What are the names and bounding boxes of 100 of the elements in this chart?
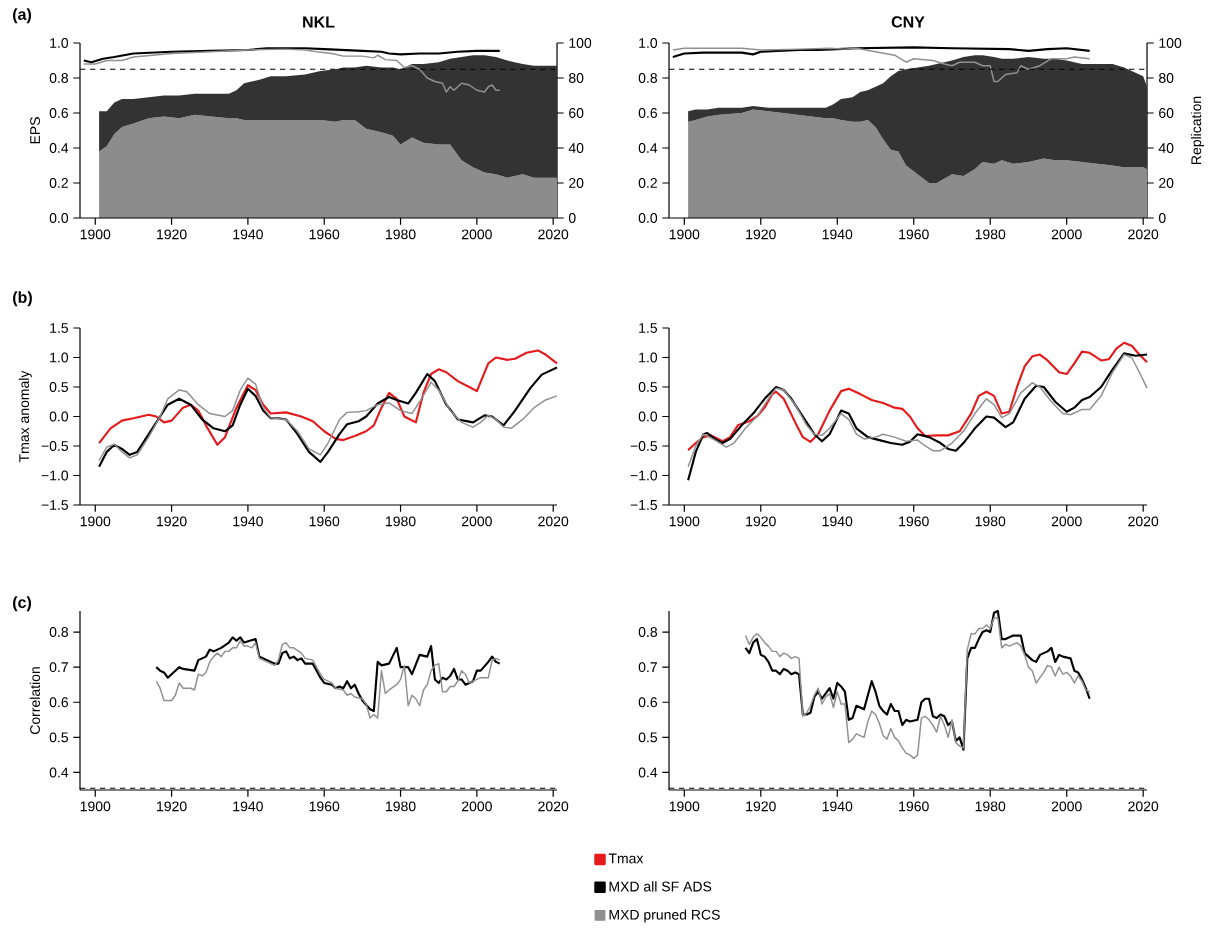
y-tick-label: 0.4: [638, 767, 658, 778]
legend-label: Tmax: [608, 853, 644, 864]
y-tick-label: −1.5: [41, 500, 69, 510]
line-series: [98, 349, 559, 446]
y-tick-label: 0.4: [49, 767, 69, 778]
y-tick-label: 0.0: [638, 213, 658, 223]
x-tick-label: 1960: [899, 229, 929, 240]
line-series: [672, 47, 1091, 83]
x-tick-label: 1960: [899, 801, 929, 812]
y-tick-label: 0.0: [49, 411, 69, 422]
y2-tick-label: 20: [1159, 178, 1174, 188]
y-tick-label: −1.0: [41, 470, 69, 481]
x-tick-label: 1940: [822, 801, 853, 812]
legend-label: MXD all SF ADS: [609, 881, 712, 892]
y-tick-label: 1.0: [50, 38, 69, 48]
x-tick-label: 1960: [899, 516, 929, 527]
y-tick-label: 0.5: [49, 732, 69, 743]
x-tick-label: 1980: [975, 516, 1006, 527]
x-tick-label: 1940: [822, 229, 853, 240]
line-series: [671, 46, 1091, 59]
x-tick-label: 1900: [80, 516, 111, 527]
y-tick-label: 1.0: [639, 352, 658, 363]
x-tick-label: 1900: [80, 229, 111, 240]
x-tick-label: 1900: [80, 801, 111, 812]
chart-title: NKL: [303, 16, 335, 28]
y-tick-label: −0.5: [630, 441, 658, 451]
y-tick-label: 0.2: [638, 178, 657, 188]
y2-tick-label: 60: [569, 108, 584, 118]
y2-tick-label: 0: [1158, 213, 1166, 223]
x-tick-label: 2000: [1051, 801, 1082, 812]
y2-tick-label: 20: [569, 178, 584, 188]
y-axis-title: EPS: [30, 117, 41, 144]
y-tick-label: 0.6: [638, 108, 658, 118]
x-tick-label: 2020: [538, 801, 569, 812]
x-tick-label: 1980: [386, 516, 416, 527]
y-axis-title: Tmax anomaly: [18, 370, 32, 463]
y-tick-label: −1.5: [630, 500, 658, 510]
y-tick-label: 0.7: [638, 662, 657, 673]
y2-tick-label: 40: [568, 143, 584, 153]
x-tick-label: 2020: [1128, 516, 1159, 527]
x-tick-label: 1960: [309, 229, 340, 240]
y2-tick-label: 60: [1159, 108, 1174, 118]
x-tick-label: 1920: [157, 801, 187, 812]
y2-tick-label: 100: [1159, 38, 1182, 48]
y-tick-label: 0.8: [638, 73, 658, 83]
x-tick-label: 1900: [669, 801, 700, 812]
y-tick-label: 1.0: [639, 38, 658, 48]
y-tick-label: 0.8: [49, 73, 69, 83]
y-tick-label: 0.6: [49, 108, 69, 118]
y2-axis-title: Replication: [1190, 96, 1204, 164]
y2-tick-label: 0: [568, 213, 576, 223]
x-tick-label: 1940: [233, 229, 263, 240]
x-tick-label: 1900: [669, 516, 700, 527]
y-tick-label: 0.6: [638, 697, 658, 708]
y-tick-label: 0.4: [638, 143, 658, 153]
y-tick-label: −1.0: [630, 470, 658, 481]
x-tick-label: 1940: [233, 516, 263, 527]
x-tick-label: 2020: [538, 229, 569, 240]
y-axis-title: Correlation: [29, 667, 41, 735]
y2-tick-label: 100: [569, 38, 592, 48]
y-tick-label: 0.7: [49, 662, 68, 673]
x-tick-label: 1980: [386, 801, 416, 812]
y-tick-label: 0.5: [638, 732, 658, 743]
x-tick-label: 2020: [1128, 801, 1159, 812]
text: (b): [13, 291, 32, 307]
y-tick-label: 0.6: [49, 697, 69, 708]
x-tick-label: 2000: [1051, 229, 1082, 240]
x-tick-label: 2000: [1051, 516, 1082, 527]
x-tick-label: 2000: [462, 516, 492, 527]
line-series: [98, 366, 559, 468]
y-tick-label: 1.5: [50, 323, 69, 333]
chart-title: CNY: [891, 16, 925, 28]
x-tick-label: 1960: [309, 801, 340, 812]
x-tick-label: 1940: [822, 516, 853, 527]
y-tick-label: 0.8: [49, 627, 69, 638]
legend-label: MXD pruned RCS: [609, 909, 720, 923]
x-tick-label: 1980: [386, 229, 416, 240]
y-tick-label: 0.5: [49, 382, 69, 392]
x-tick-label: 2000: [462, 801, 492, 812]
text: (c): [13, 596, 32, 612]
line-series: [687, 341, 1149, 452]
x-tick-label: 2020: [538, 516, 569, 527]
line-series: [83, 48, 501, 93]
y2-tick-label: 80: [568, 73, 584, 83]
text: (a): [13, 8, 32, 24]
y-tick-label: 0.2: [49, 178, 68, 188]
x-tick-label: 2000: [462, 229, 492, 240]
x-tick-label: 1920: [746, 801, 776, 812]
x-tick-label: 1980: [975, 801, 1006, 812]
y-tick-label: 1.5: [639, 323, 658, 333]
x-tick-label: 1920: [746, 516, 776, 527]
x-tick-label: 1920: [157, 516, 187, 527]
x-tick-label: 1940: [233, 801, 263, 812]
x-tick-label: 1920: [746, 229, 776, 240]
y2-tick-label: 40: [1158, 143, 1174, 153]
y-tick-label: 0.0: [49, 213, 69, 223]
y-tick-label: 0.4: [49, 143, 69, 153]
y2-tick-label: 80: [1159, 73, 1174, 83]
y-tick-label: −0.5: [41, 441, 69, 451]
x-tick-label: 1900: [669, 229, 700, 240]
